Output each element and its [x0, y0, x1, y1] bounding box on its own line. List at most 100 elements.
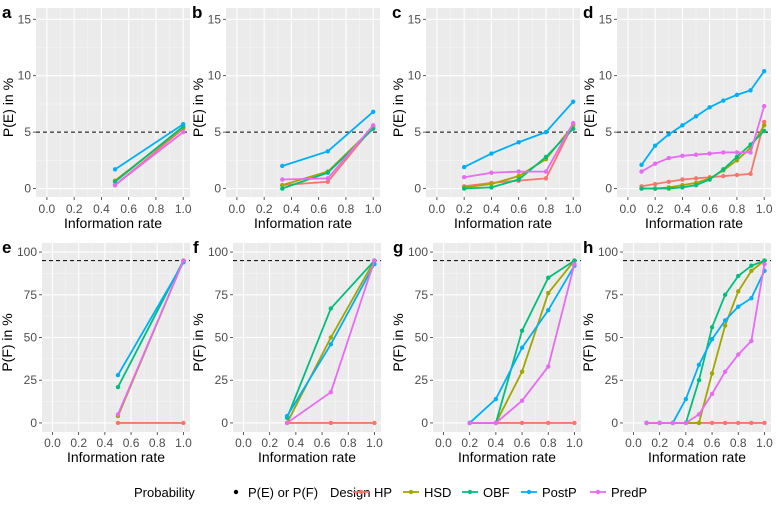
x-tick-label: 0.8 — [149, 436, 166, 450]
data-point-HP — [372, 420, 377, 426]
data-point-PredP — [683, 420, 689, 426]
data-point-OBF — [115, 384, 121, 390]
data-point-OBF — [762, 258, 767, 263]
legend-dot-icon — [526, 489, 532, 495]
data-point-PredP — [693, 152, 699, 157]
legend-dot-icon — [595, 489, 601, 495]
data-point-PredP — [328, 389, 334, 395]
data-point-HP — [543, 176, 549, 181]
data-point-PostP — [461, 164, 467, 170]
x-tick-label: 0.0 — [620, 202, 637, 216]
plot-background — [617, 8, 771, 197]
y-tick-label: 5 — [414, 125, 421, 139]
panel-h: 0.0 0.2 0.4 0.6 0.8 1.0 0 25 50 75 100 Information … — [580, 238, 773, 465]
data-point-OBF — [734, 154, 740, 160]
x-tick-label: 0.8 — [338, 202, 355, 216]
data-point-PredP — [652, 161, 658, 166]
data-point-PredP — [112, 182, 118, 188]
series-line-PostP — [114, 123, 184, 171]
x-tick-label: 1.0 — [756, 436, 773, 450]
data-point-HSD — [280, 182, 285, 188]
series-line-HP — [641, 121, 766, 188]
data-point-PostP — [683, 396, 689, 402]
x-axis-title: Information rate — [258, 449, 356, 465]
legend-label: PostP — [542, 485, 577, 500]
y-tick-label: 10 — [408, 69, 422, 83]
y-tick-label: 5 — [214, 125, 221, 139]
data-point-PostP — [639, 162, 644, 168]
x-tick-label: 0.0 — [39, 202, 56, 216]
x-tick-label: 0.2 — [256, 202, 273, 216]
data-point-PostP — [748, 88, 753, 93]
y-tick-label: 25 — [605, 373, 619, 387]
y-tick-label: 10 — [599, 69, 613, 83]
x-tick-label: 0.0 — [429, 202, 446, 216]
x-tick-label: 0.6 — [510, 202, 527, 216]
legend-item-PostP: PostP — [521, 485, 577, 500]
data-point-HP — [666, 179, 671, 184]
data-point-OBF — [112, 179, 118, 184]
data-point-PredP — [570, 120, 576, 126]
y-tick-label: 15 — [208, 12, 222, 26]
data-point-PredP — [736, 352, 741, 357]
y-tick-label: 0 — [611, 416, 618, 430]
panel-letter: c — [392, 3, 401, 22]
data-point-HP — [328, 420, 334, 426]
y-tick-label: 0 — [414, 182, 421, 196]
x-tick-label: 0.4 — [483, 202, 500, 216]
data-point-PostP — [325, 149, 331, 154]
series-line-PostP — [117, 261, 185, 376]
series-line-OBF — [114, 125, 184, 183]
data-point-PostP — [115, 372, 121, 378]
x-tick-label: 0.2 — [651, 436, 668, 450]
x-axis-title: Information rate — [254, 215, 352, 231]
x-tick-label: 0.4 — [283, 202, 300, 216]
series-line-PostP — [640, 70, 765, 166]
legend-dot-icon — [408, 489, 414, 495]
data-point-PostP — [736, 304, 741, 309]
x-tick-label: 0.2 — [461, 436, 478, 450]
x-tick-label: 1.0 — [566, 436, 583, 450]
data-point-OBF — [707, 177, 712, 182]
x-tick-label: 0.4 — [674, 202, 691, 216]
data-point-OBF — [546, 275, 551, 280]
x-tick-label: 1.0 — [175, 202, 192, 216]
data-point-PredP — [543, 169, 549, 174]
series-line-PredP — [117, 260, 185, 415]
data-point-PredP — [709, 391, 715, 397]
data-point-HSD — [328, 335, 334, 340]
data-point-HP — [680, 177, 685, 182]
data-point-HSD — [546, 290, 551, 296]
data-point-HP — [693, 176, 699, 181]
data-point-PredP — [680, 153, 685, 159]
x-tick-label: 0.6 — [514, 436, 531, 450]
data-point-OBF — [736, 273, 741, 279]
y-tick-label: 75 — [215, 288, 229, 302]
data-point-PredP — [180, 129, 186, 135]
data-point-OBF — [280, 186, 285, 191]
y-tick-label: 0 — [24, 182, 31, 196]
x-tick-label: 1.0 — [756, 202, 773, 216]
x-axis-title: Information rate — [645, 215, 743, 231]
data-point-HSD — [761, 123, 767, 128]
x-tick-label: 0.2 — [456, 202, 473, 216]
data-point-HP — [572, 420, 577, 426]
y-tick-label: 50 — [215, 331, 229, 345]
data-point-OBF — [516, 177, 521, 182]
x-tick-label: 0.4 — [288, 436, 305, 450]
data-point-PredP — [546, 364, 551, 369]
y-axis-title: P(F) in % — [580, 313, 596, 371]
data-point-HP — [181, 420, 186, 426]
data-point-PostP — [570, 99, 576, 104]
data-point-PostP — [284, 413, 290, 419]
series-line-PredP — [646, 263, 766, 424]
y-axis-title: P(E) in % — [390, 78, 406, 137]
x-axis-title: Information rate — [648, 449, 746, 465]
y-tick-label: 10 — [208, 69, 222, 83]
data-point-PredP — [666, 155, 671, 161]
x-tick-label: 0.4 — [678, 436, 695, 450]
data-point-PostP — [370, 109, 376, 115]
data-point-PostP — [328, 342, 334, 347]
data-point-HP — [761, 119, 767, 125]
